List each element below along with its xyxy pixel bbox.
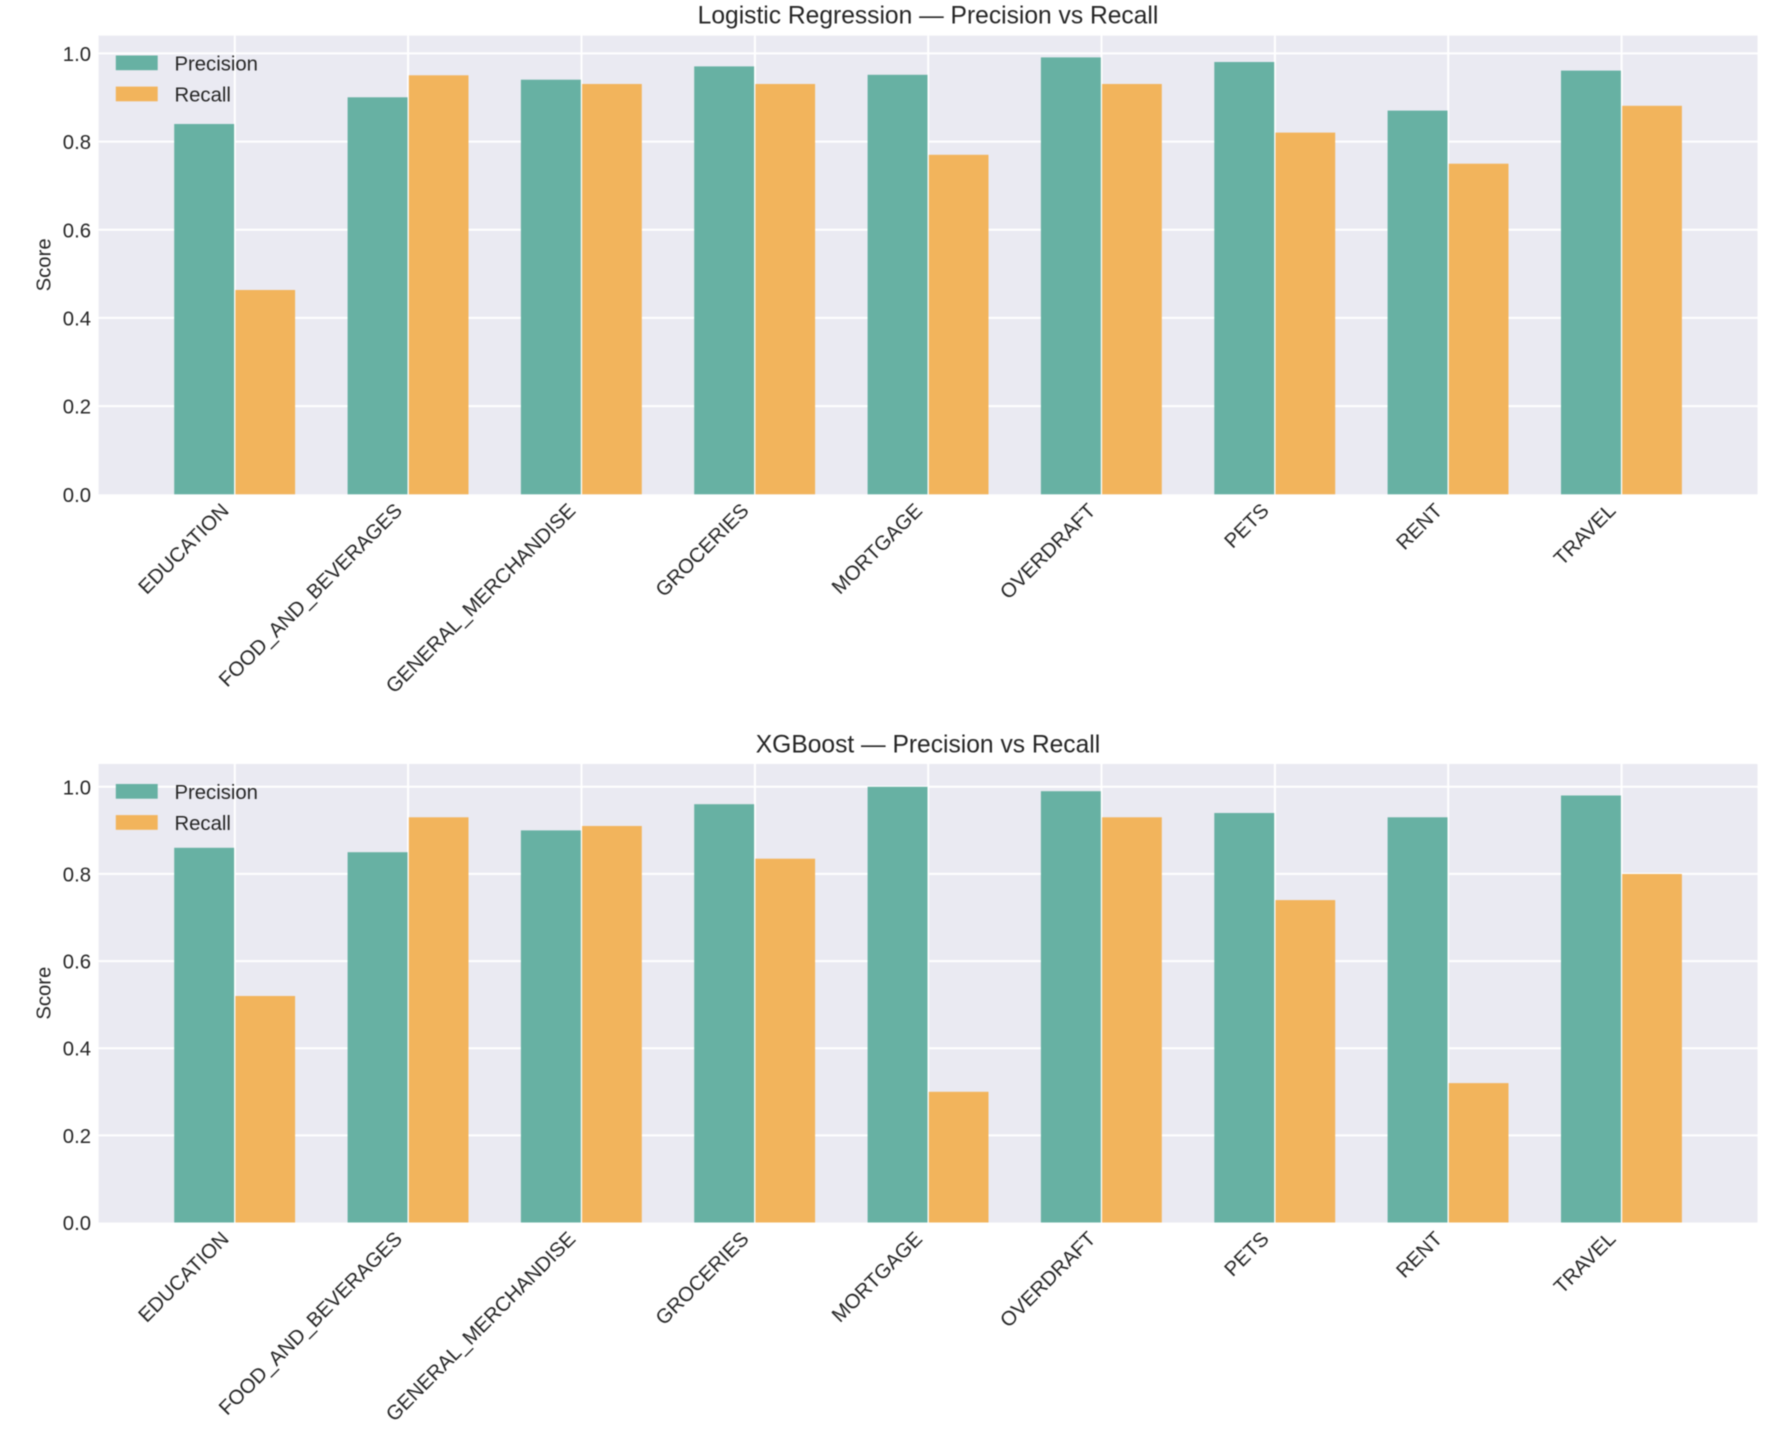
svg-text:Score: Score [34,238,56,291]
svg-text:0.0: 0.0 [63,1213,91,1235]
svg-text:0.8: 0.8 [63,864,91,886]
svg-text:Logistic Regression — Precisio: Logistic Regression — Precision vs Recal… [698,3,1159,30]
svg-text:0.8: 0.8 [63,132,91,154]
svg-text:0.4: 0.4 [63,308,91,330]
svg-text:0.0: 0.0 [63,485,91,507]
svg-text:1.0: 1.0 [63,44,91,66]
svg-text:0.6: 0.6 [63,952,91,974]
svg-text:Recall: Recall [175,84,231,106]
svg-text:0.2: 0.2 [63,1126,91,1148]
svg-text:0.4: 0.4 [63,1039,91,1061]
svg-text:Score: Score [34,967,56,1020]
svg-text:Precision: Precision [175,782,258,804]
svg-text:Recall: Recall [175,813,231,835]
svg-text:1.0: 1.0 [63,777,91,799]
svg-text:XGBoost — Precision vs Recall: XGBoost — Precision vs Recall [756,732,1100,759]
svg-text:0.6: 0.6 [63,220,91,242]
svg-text:0.2: 0.2 [63,397,91,419]
svg-text:Precision: Precision [175,53,258,75]
